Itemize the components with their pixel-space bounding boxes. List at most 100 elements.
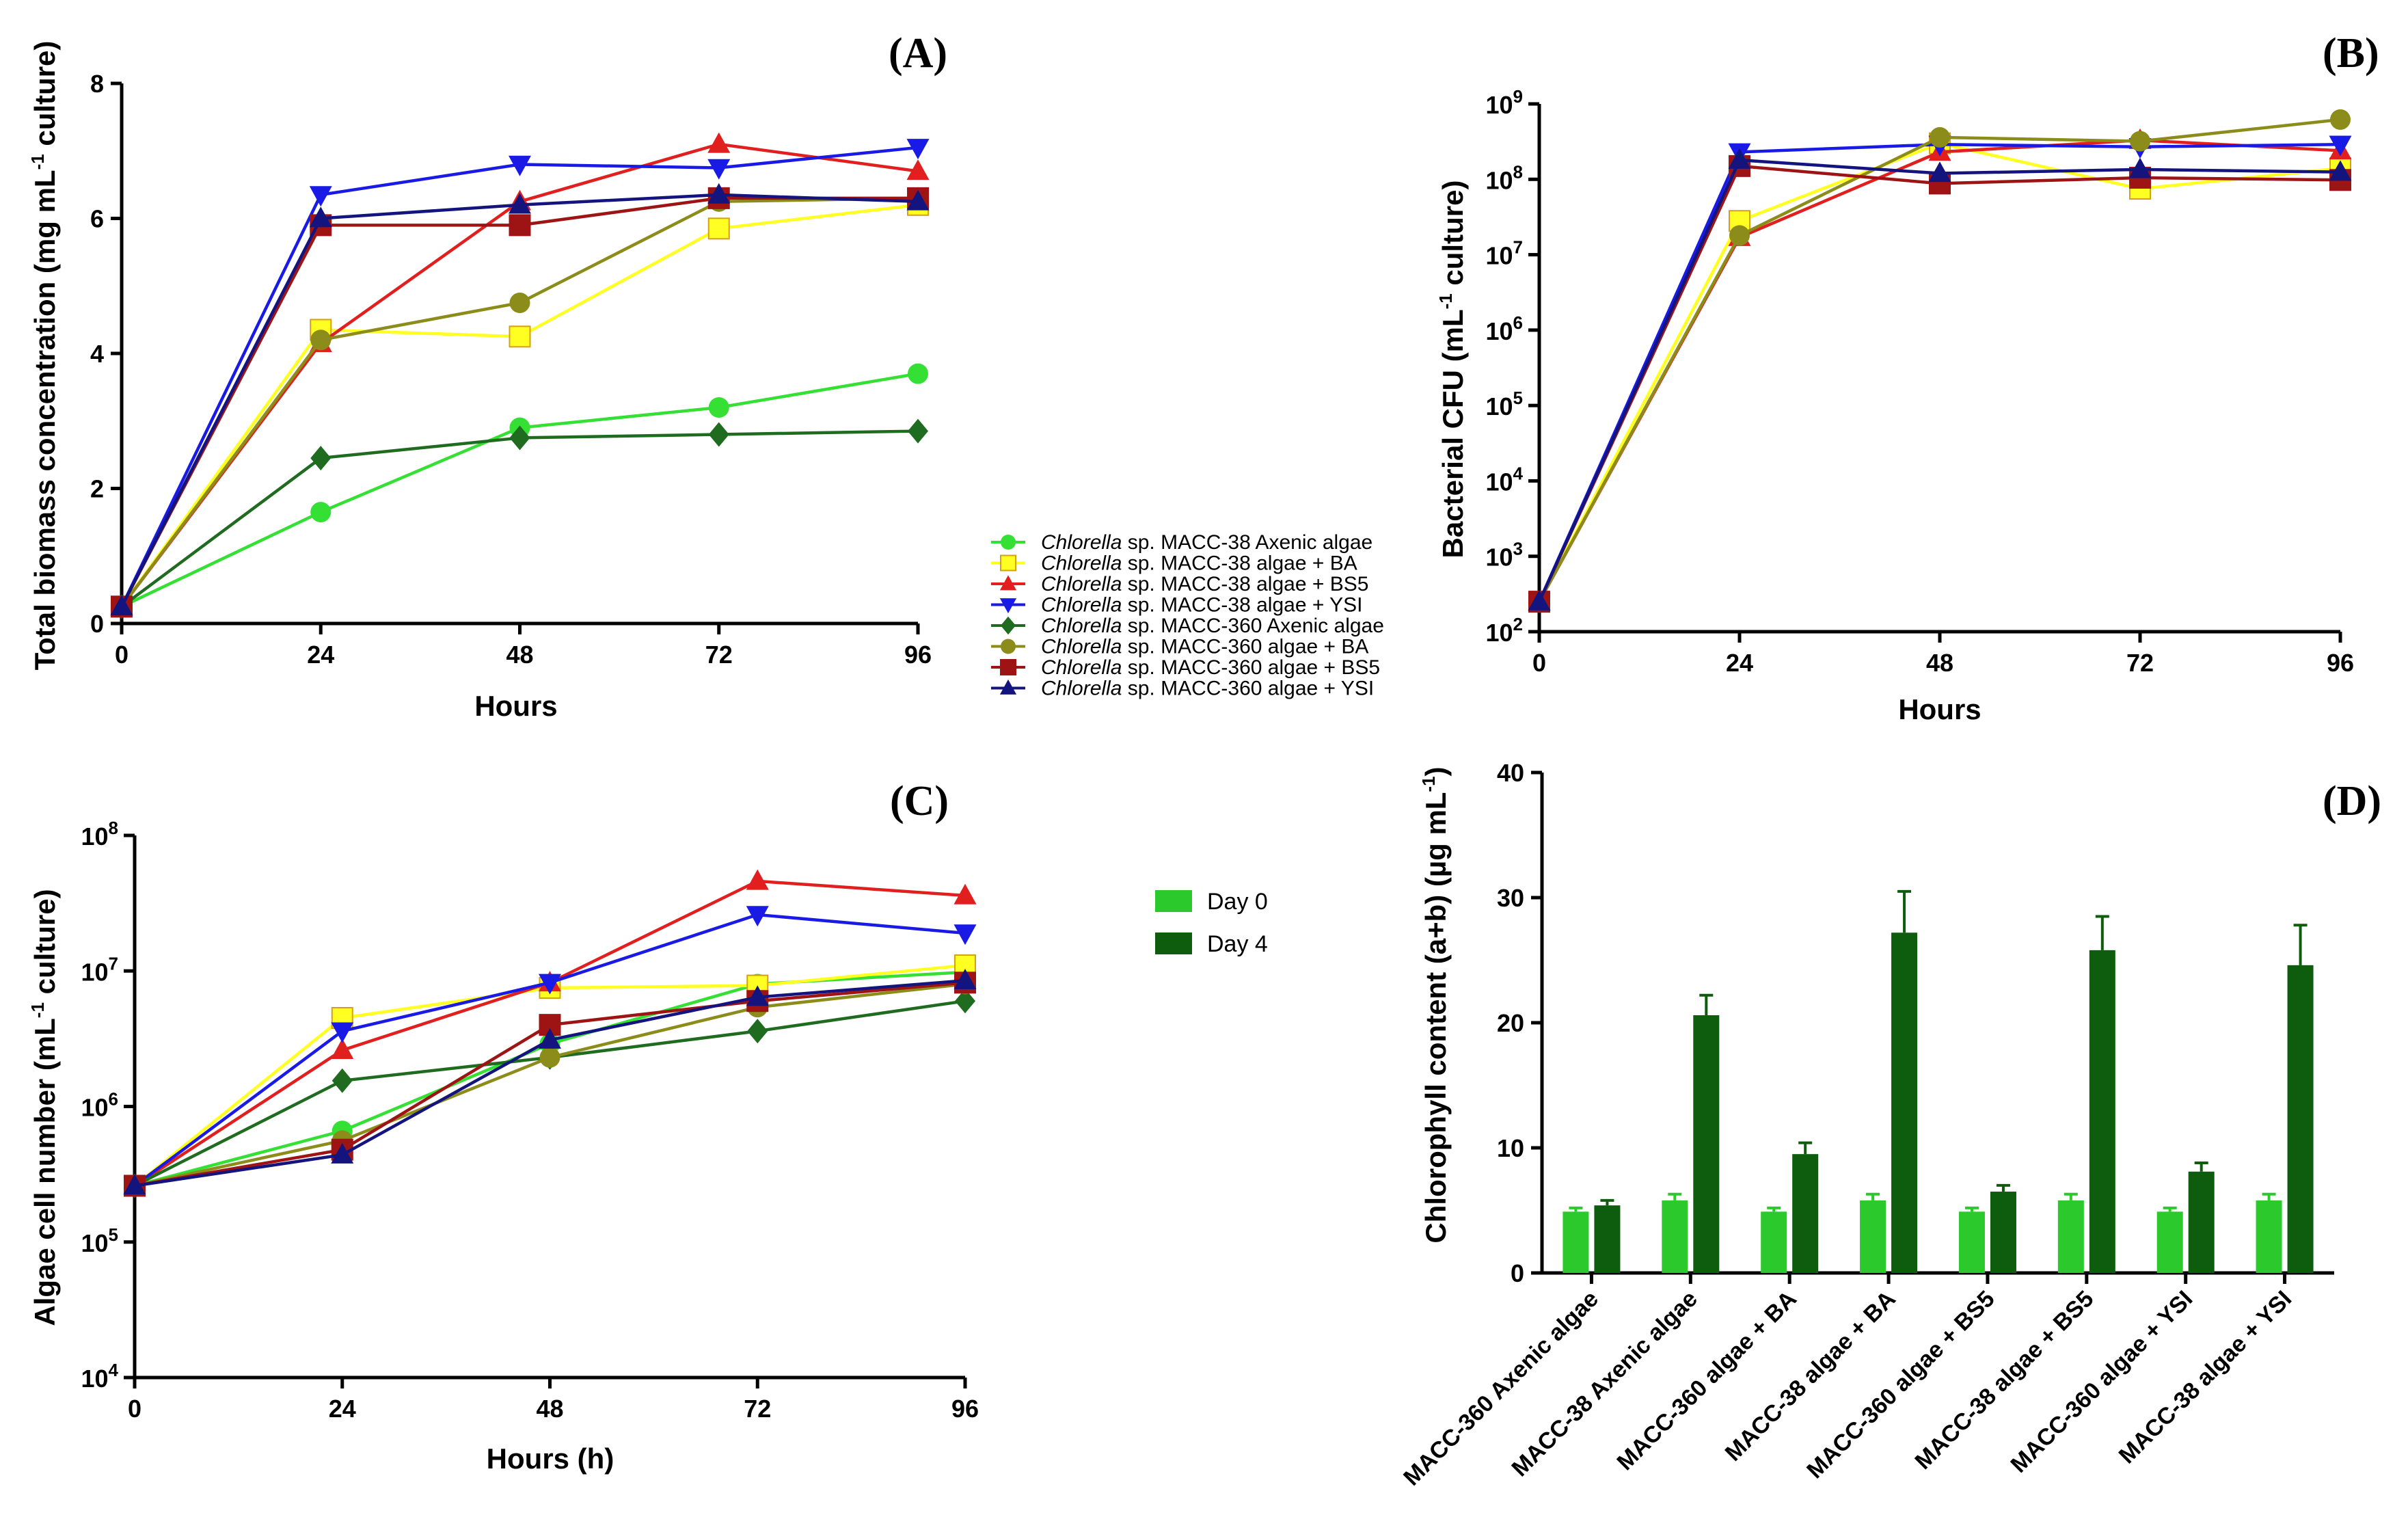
panel-d-bar-day-4 — [2188, 1171, 2215, 1273]
panel-d-x-tick-label: MACC-38 algae + YSI — [2114, 1286, 2297, 1469]
bar-legend-label-day-0: Day 0 — [1207, 889, 1268, 915]
panel-c-series-macc-38-axenic-algae-line — [134, 970, 966, 1187]
panel-d-bar-day-0 — [2057, 1200, 2084, 1273]
panel-a-y-tick-label: 0 — [90, 610, 104, 638]
panel-a-series-macc-38-algae-ysi-point — [509, 155, 531, 176]
panel-c-series-macc-360-algae-ysi-point — [953, 968, 977, 989]
panel-b-series-macc-38-algae-ba-line — [1538, 142, 2341, 603]
panel-a-series-macc-360-algae-ba-point — [310, 330, 332, 351]
panel-a-x-tick-label: 24 — [307, 641, 334, 669]
legend-label: Chlorella sp. MACC-360 algae + BA — [1041, 636, 1368, 658]
panel-c-x-tick-label: 48 — [536, 1395, 563, 1423]
panel-d-bar-day-4 — [1891, 932, 1918, 1273]
panel-b-x-tick-label: 24 — [1726, 649, 1753, 677]
panel-a-series-macc-360-axenic-algae-line — [120, 429, 919, 608]
panel-a-series-macc-360-axenic-algae-point — [310, 446, 332, 471]
panel-b-y-tick-label: 107 — [1485, 237, 1523, 270]
bar-legend-label-day-4: Day 4 — [1207, 931, 1268, 957]
panel-c-x-tick-label: 24 — [329, 1395, 356, 1423]
panel-b-series-macc-360-algae-ba-point — [2330, 109, 2351, 130]
panel-b-label: (B) — [2323, 30, 2379, 77]
panel-d-bar-day-0 — [2256, 1200, 2282, 1273]
panel-a-series-macc-38-algae-ba-point — [707, 217, 730, 240]
panel-c-series-macc-360-axenic-algae-point — [955, 989, 975, 1014]
panel-c-series-macc-38-algae-ysi-point — [953, 924, 977, 945]
panel-a-series-macc-360-algae-ba-line — [120, 196, 919, 608]
panel-b-series-macc-360-algae-ysi-point — [2329, 160, 2352, 181]
panel-a-y-tick-label: 2 — [90, 475, 104, 503]
panel-d-x-tick-label: MACC-38 algae + BS5 — [1910, 1286, 2098, 1475]
legend-label: Chlorella sp. MACC-360 algae + YSI — [1041, 677, 1374, 700]
legend-entry: Chlorella sp. MACC-360 algae + BS5 — [991, 656, 1380, 679]
panel-a-x-tick-label: 48 — [506, 641, 533, 669]
panel-c-series-macc-38-algae-bs5-point — [331, 1038, 354, 1059]
panel-d-y-axis-label: Chlorophyll content (a+b) (µg mL-1) — [1418, 766, 1452, 1243]
panel-d-x-tick-label: MACC-360 algae + YSI — [2005, 1286, 2197, 1478]
panel-b-series-macc-360-algae-ysi-point — [2128, 157, 2152, 178]
panel-a-x-tick-label: 0 — [115, 641, 128, 669]
bar-legend-swatch-day-4 — [1155, 932, 1192, 954]
panel-b: (B) Hours Bacterial CFU (mL-1 culture) 0… — [1435, 30, 2379, 725]
panel-c: (C) Hours (h) Algae cell number (mL-1 cu… — [27, 778, 979, 1475]
panel-c-series-macc-360-axenic-algae-point — [747, 1019, 768, 1044]
panel-d-y-tick-label: 20 — [1497, 1009, 1524, 1037]
legend-entry: Chlorella sp. MACC-38 Axenic algae — [991, 531, 1372, 554]
panel-b-y-tick-label: 104 — [1485, 463, 1523, 496]
panel-a-series-macc-360-axenic-algae-point — [509, 425, 530, 451]
panel-c-series-macc-38-algae-ysi-point — [746, 906, 769, 927]
panel-c-y-tick-label: 108 — [81, 818, 118, 850]
legend-swatch-marker — [999, 575, 1017, 591]
panel-d-bar-day-4 — [2089, 950, 2115, 1273]
panel-d-y-tick-label: 30 — [1497, 884, 1524, 912]
panel-c-x-axis-label: Hours (h) — [487, 1442, 614, 1475]
panel-d-x-tick-label: MACC-360 Axenic algae — [1398, 1286, 1604, 1491]
panel-a: (A) Hours Total biomass concentration (m… — [27, 30, 947, 722]
panel-a-series-macc-38-algae-ba-point — [509, 325, 531, 348]
panel-b-y-tick-label: 105 — [1485, 388, 1523, 420]
panel-c-series-macc-38-algae-bs5-point — [953, 883, 977, 904]
panel-c-series-macc-360-algae-ysi-point — [123, 1174, 146, 1195]
panel-a-series-macc-38-algae-ysi-point — [309, 186, 332, 207]
legend-swatch-marker — [1001, 639, 1016, 654]
panel-a-series-macc-360-algae-ysi-point — [110, 595, 133, 616]
panel-b-series-macc-360-algae-ysi-point — [1528, 589, 1551, 610]
panel-d-bar-day-4 — [2287, 965, 2314, 1273]
panel-c-series-macc-360-algae-ba-point — [539, 1047, 560, 1068]
panel-c-label: (C) — [890, 778, 949, 824]
panel-c-series-macc-360-axenic-algae-point — [332, 1068, 353, 1093]
panel-c-y-tick-label: 105 — [81, 1224, 118, 1257]
panel-a-y-axis-label: Total biomass concentration (mg mL-1 cul… — [27, 41, 61, 671]
series-legend: Chlorella sp. MACC-38 Axenic algae Chlore… — [991, 531, 1384, 700]
panel-c-x-tick-label: 72 — [744, 1395, 771, 1423]
panel-a-series-macc-38-algae-bs5-point — [906, 159, 930, 180]
panel-b-series-macc-360-algae-ba-point — [2130, 131, 2150, 152]
panel-a-y-tick-label: 4 — [90, 340, 104, 368]
panel-b-y-tick-label: 106 — [1485, 312, 1523, 345]
legend-swatch-marker — [1001, 535, 1016, 550]
panel-b-x-tick-label: 48 — [1926, 649, 1953, 677]
panel-b-series-macc-360-algae-ysi-point — [1928, 161, 1951, 183]
legend-label: Chlorella sp. MACC-38 Axenic algae — [1041, 531, 1372, 554]
legend-swatch-marker — [1000, 659, 1016, 675]
legend-label: Chlorella sp. MACC-360 Axenic algae — [1041, 615, 1384, 637]
panel-d-bar-day-0 — [1958, 1211, 1985, 1273]
panel-d-bar-day-0 — [1563, 1211, 1589, 1273]
panel-c-series-macc-38-algae-ysi-point — [331, 1022, 354, 1043]
panel-d-x-tick-label: MACC-360 algae + BA — [1612, 1286, 1801, 1475]
panel-a-series-macc-38-axenic-algae-line — [121, 372, 919, 608]
panel-c-x-tick-label: 96 — [951, 1395, 979, 1423]
panel-d-bar-day-0 — [1761, 1211, 1787, 1273]
panel-d-bar-day-0 — [1662, 1200, 1688, 1273]
panel-b-y-tick-label: 102 — [1485, 614, 1523, 647]
legend-entry: Chlorella sp. MACC-360 algae + YSI — [991, 677, 1374, 700]
panel-d-x-tick-label: MACC-38 algae + BA — [1720, 1286, 1901, 1466]
panel-a-series-macc-38-axenic-algae-point — [310, 502, 332, 523]
panel-a-label: (A) — [889, 30, 947, 77]
panel-c-series-macc-38-algae-ysi-point — [539, 974, 561, 995]
panel-d-bar-day-0 — [2156, 1211, 2183, 1273]
legend-entry: Chlorella sp. MACC-360 Axenic algae — [991, 615, 1384, 637]
panel-d-x-tick-label: MACC-38 Axenic algae — [1506, 1286, 1703, 1482]
panel-a-series-macc-360-algae-ysi-line — [120, 193, 919, 608]
panel-a-series-macc-360-algae-ysi-point — [309, 206, 332, 228]
